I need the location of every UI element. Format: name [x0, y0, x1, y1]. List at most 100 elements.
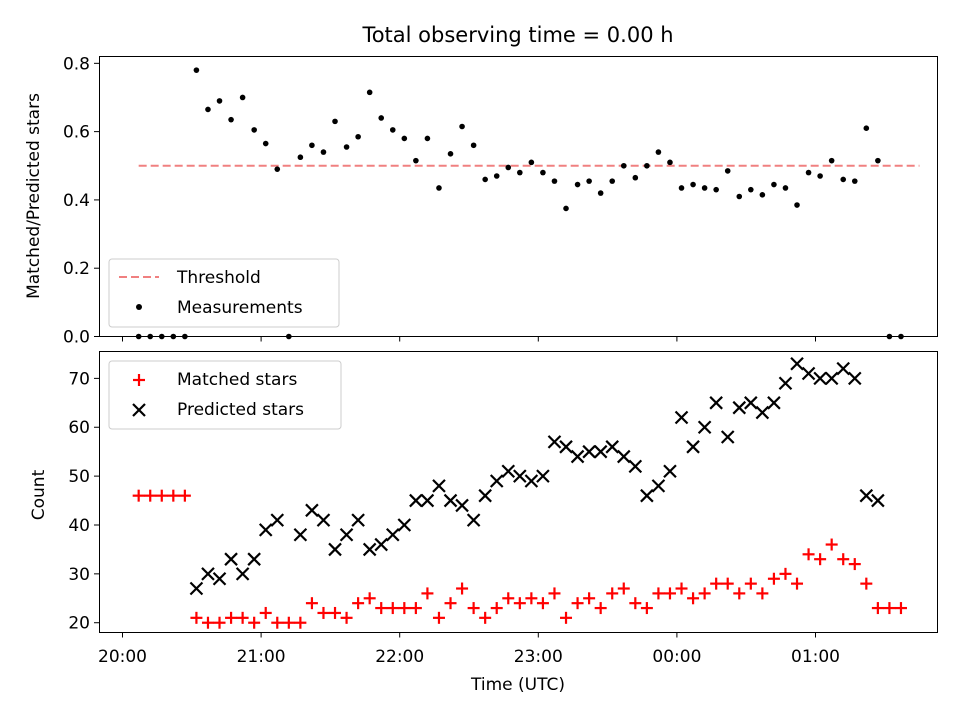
measurement-point — [320, 149, 327, 155]
matched-legend-marker — [133, 374, 145, 386]
matched-stars-point — [837, 553, 850, 566]
matched-stars-point — [305, 597, 318, 610]
measurement-point — [875, 157, 881, 164]
measurement-point — [574, 181, 581, 188]
ratio-y-tick-label: 0.8 — [63, 54, 90, 74]
matched-stars-point — [744, 577, 757, 590]
measurement-point — [794, 202, 800, 208]
predicted-legend-marker — [132, 403, 146, 417]
predicted-stars-point — [559, 440, 573, 454]
predicted-stars-point — [513, 469, 527, 483]
matched-stars-point — [178, 489, 191, 502]
ratio-y-tick-label: 0.6 — [63, 123, 90, 143]
measurement-point — [586, 178, 592, 184]
matched-stars-point — [340, 611, 353, 624]
matched-stars-point — [329, 606, 342, 619]
matched-stars-point — [317, 606, 330, 619]
predicted-stars-point — [478, 488, 492, 503]
predicted-stars-point — [420, 493, 435, 508]
predicted-stars-point — [871, 493, 885, 508]
matched-stars-point — [259, 606, 272, 619]
measurement-point — [713, 186, 719, 193]
matched-stars-point — [432, 611, 445, 624]
predicted-stars-point — [836, 361, 850, 376]
predicted-stars-point — [813, 371, 827, 386]
matched-stars-point — [409, 602, 422, 615]
measurement-point — [447, 151, 454, 157]
predicted-stars-point — [744, 396, 758, 410]
matched-stars-point — [848, 558, 861, 571]
measurement-point — [678, 185, 685, 191]
matched-stars-point — [779, 567, 792, 580]
predicted-stars-point — [616, 449, 631, 464]
matched-stars-point — [352, 597, 365, 610]
measurement-point — [540, 169, 546, 176]
matched-legend-glyph — [133, 374, 145, 386]
measurement-point — [736, 193, 743, 200]
predicted-stars-point — [536, 469, 550, 483]
measurement-point — [366, 89, 373, 96]
predicted-stars-point — [224, 552, 238, 566]
count-x-tick-label: 20:00 — [98, 647, 147, 667]
measurement-point — [297, 154, 304, 161]
count-y-tick-label: 60 — [68, 418, 90, 438]
matched-stars-point — [421, 587, 434, 600]
measurement-point — [482, 176, 488, 183]
predicted-stars-point — [801, 366, 816, 381]
ratio-legend-box — [108, 258, 340, 328]
measurement-point — [632, 174, 639, 181]
predicted-stars-point — [824, 371, 839, 386]
predicted-stars-point — [501, 464, 516, 479]
measurement-point — [597, 190, 604, 196]
ratio-y-tick-label: 0.0 — [63, 328, 90, 348]
measurement-point — [378, 115, 385, 121]
measurement-point — [759, 191, 766, 198]
measurement-point — [863, 125, 870, 132]
predicted-stars-point — [409, 493, 423, 508]
predicted-stars-point — [212, 571, 227, 586]
predicted-stars-point — [524, 474, 539, 488]
measurement-point — [528, 159, 535, 166]
count-y-tick-label: 20 — [68, 614, 90, 634]
predicted-stars-point — [385, 527, 400, 542]
matched-stars-point — [144, 489, 157, 502]
measurement-point — [436, 185, 442, 191]
measurement-point — [205, 106, 211, 113]
measurement-point — [805, 169, 812, 176]
matched-stars-point — [756, 587, 769, 600]
matched-stars-point — [825, 538, 838, 551]
predicted-stars-point — [374, 537, 388, 552]
count-x-tick-label: 00:00 — [652, 647, 701, 667]
predicted-stars-point — [767, 396, 781, 410]
count-x-tick-label: 21:00 — [237, 647, 286, 667]
measurement-point — [493, 173, 500, 179]
measurement-point — [343, 144, 350, 150]
measurement-point — [239, 94, 246, 101]
predicted-legend-label: Predicted stars — [177, 400, 304, 420]
count-y-axis-label: Count — [29, 469, 49, 520]
count-legend-box — [108, 360, 342, 430]
ratio-y-tick-label: 0.4 — [63, 191, 90, 211]
measurement-point — [413, 157, 419, 164]
ratio-legend: Threshold Measurements — [108, 258, 340, 328]
predicted-stars-point — [489, 474, 504, 488]
predicted-stars-point — [466, 513, 481, 527]
matched-stars-point — [767, 572, 780, 585]
measurement-point — [262, 140, 269, 147]
predicted-stars-point — [328, 542, 342, 557]
matched-stars-point — [386, 602, 399, 615]
measurement-point — [424, 135, 431, 142]
matched-stars-point — [444, 597, 457, 610]
matched-stars-point — [814, 553, 827, 566]
matched-stars-point — [167, 489, 180, 502]
predicted-stars-point — [847, 371, 862, 386]
matched-stars-point — [791, 577, 804, 590]
ratio-plot-frame — [99, 56, 938, 337]
predicted-stars-point — [351, 513, 365, 527]
predicted-stars-point — [270, 513, 285, 527]
matched-stars-point — [375, 602, 388, 615]
count-legend: Matched stars Predicted stars — [108, 360, 342, 430]
matched-stars-point — [560, 611, 573, 624]
predicted-stars-point — [316, 513, 331, 527]
predicted-stars-point — [235, 567, 250, 581]
